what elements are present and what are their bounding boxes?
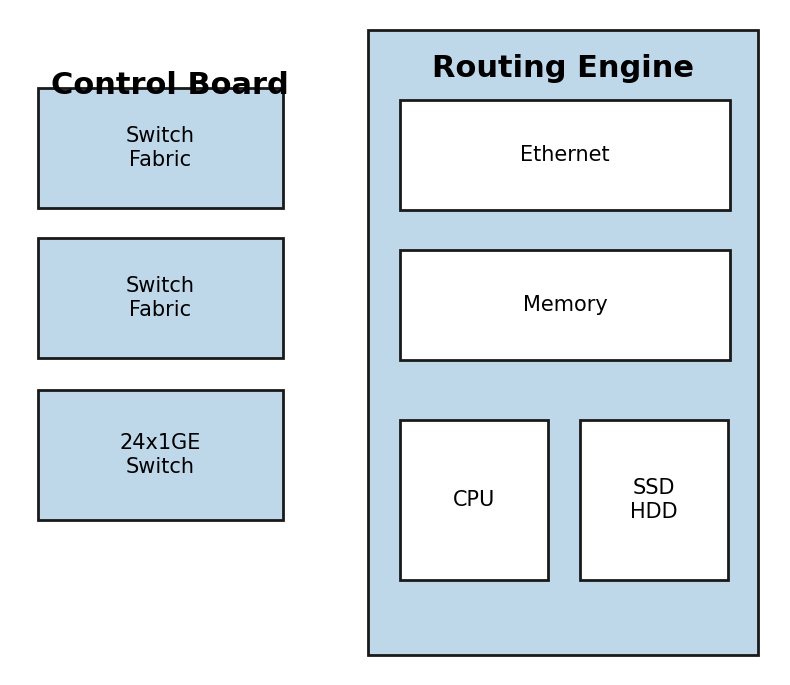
Bar: [38, 238, 283, 358]
Bar: [400, 420, 548, 580]
Bar: [400, 250, 730, 360]
Text: SSD
HDD: SSD HDD: [630, 478, 678, 521]
Text: CPU: CPU: [453, 490, 495, 510]
Bar: [400, 100, 730, 210]
Text: 24x1GE
Switch: 24x1GE Switch: [120, 434, 201, 477]
Bar: [38, 390, 283, 520]
Text: Switch
Fabric: Switch Fabric: [126, 127, 195, 170]
Bar: [368, 30, 758, 655]
Text: Routing Engine: Routing Engine: [432, 53, 694, 82]
Text: Switch
Fabric: Switch Fabric: [126, 277, 195, 320]
Text: Control Board: Control Board: [51, 71, 289, 99]
Text: Ethernet: Ethernet: [520, 145, 610, 165]
Text: Memory: Memory: [523, 295, 608, 315]
Bar: [38, 88, 283, 208]
Bar: [580, 420, 728, 580]
